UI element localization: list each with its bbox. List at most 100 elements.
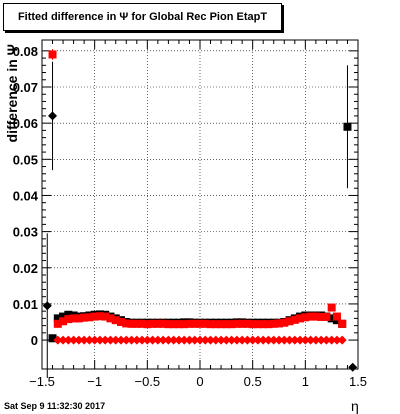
- data-point-square: [59, 317, 68, 326]
- data-point-square: [80, 313, 89, 322]
- data-point-square: [164, 320, 173, 329]
- chart-title: Fitted difference in Ψ for Global Rec Pi…: [3, 3, 282, 31]
- x-tick-label: 1: [302, 374, 309, 389]
- y-tick-label: 0.04: [13, 188, 39, 203]
- data-point-square: [232, 319, 241, 328]
- y-tick-label: 0.06: [13, 116, 38, 131]
- y-tick-label: 0.01: [13, 297, 38, 312]
- data-point-square: [327, 314, 336, 323]
- data-point-diamond: [216, 335, 226, 345]
- data-point-square: [143, 320, 152, 329]
- data-point-square: [296, 314, 305, 323]
- data-point-diamond: [63, 335, 73, 345]
- y-tick-label: 0.03: [13, 225, 38, 240]
- data-point-diamond: [42, 301, 52, 311]
- data-point-diamond: [258, 335, 268, 345]
- data-point-square: [180, 320, 189, 329]
- data-point-square: [338, 319, 347, 328]
- data-point-square: [259, 320, 268, 329]
- data-point-diamond: [321, 335, 331, 345]
- data-point-diamond: [190, 335, 200, 345]
- data-point-diamond: [300, 335, 310, 345]
- data-point-diamond: [100, 335, 110, 345]
- data-point-square: [101, 312, 110, 321]
- x-tick-label: −1.5: [29, 374, 55, 389]
- data-point-diamond: [327, 335, 337, 345]
- data-point-diamond: [169, 335, 179, 345]
- data-point-diamond: [227, 335, 237, 345]
- data-point-diamond: [253, 335, 263, 345]
- data-point-diamond: [263, 335, 273, 345]
- data-point-square: [317, 312, 326, 321]
- data-point-diamond: [200, 335, 210, 345]
- data-point-diamond: [285, 335, 295, 345]
- data-point-diamond: [337, 335, 347, 345]
- data-point-square: [64, 315, 73, 324]
- data-point-square: [69, 314, 78, 323]
- data-point-diamond: [163, 335, 173, 345]
- data-point-diamond: [58, 335, 68, 345]
- x-tick-label: −1: [87, 374, 102, 389]
- data-point-diamond: [179, 335, 189, 345]
- y-tick-label: 0.05: [13, 152, 38, 167]
- data-point-square: [169, 320, 178, 329]
- data-point-square: [201, 319, 210, 328]
- data-point-diamond: [248, 335, 258, 345]
- data-point-diamond: [48, 111, 58, 121]
- x-tick-label: 1.5: [349, 374, 367, 389]
- data-point-diamond: [306, 335, 316, 345]
- data-point-diamond: [90, 335, 100, 345]
- data-point-diamond: [148, 335, 158, 345]
- data-point-diamond: [142, 335, 152, 345]
- x-tick-label: 0.5: [244, 374, 262, 389]
- data-point-square: [106, 314, 115, 323]
- data-point-square: [190, 319, 199, 328]
- data-point-square: [132, 319, 141, 328]
- data-point-square: [159, 319, 168, 328]
- data-point-diamond: [242, 335, 252, 345]
- data-point-diamond: [206, 335, 216, 345]
- data-point-diamond: [221, 335, 231, 345]
- data-point-square: [211, 320, 220, 329]
- data-point-diamond: [116, 335, 126, 345]
- data-point-square: [174, 320, 183, 329]
- data-point-square: [280, 318, 289, 327]
- data-point-diamond: [311, 335, 321, 345]
- x-axis-label: η: [351, 398, 359, 414]
- y-tick-label: 0.08: [13, 44, 38, 59]
- data-point-diamond: [95, 335, 105, 345]
- y-tick-label: 0.02: [13, 261, 38, 276]
- data-point-diamond: [279, 335, 289, 345]
- data-point-diamond: [53, 335, 63, 345]
- data-point-diamond: [127, 335, 137, 345]
- data-point-square: [343, 122, 352, 131]
- data-point-diamond: [348, 362, 358, 372]
- data-point-square: [264, 320, 273, 329]
- data-point-diamond: [79, 335, 89, 345]
- data-point-diamond: [158, 335, 168, 345]
- data-point-square: [306, 312, 315, 321]
- data-point-diamond: [74, 335, 84, 345]
- data-point-square: [53, 319, 62, 328]
- data-point-square: [74, 314, 83, 323]
- data-point-square: [196, 319, 204, 328]
- data-point-diamond: [237, 335, 247, 345]
- data-point-diamond: [290, 335, 300, 345]
- data-point-square: [138, 319, 147, 328]
- data-point-square: [153, 319, 162, 328]
- data-point-square: [95, 312, 104, 321]
- data-point-square: [222, 320, 231, 329]
- data-point-square: [322, 312, 331, 321]
- data-point-square: [275, 319, 283, 328]
- data-point-square: [127, 319, 136, 328]
- data-point-square: [48, 334, 57, 343]
- data-point-diamond: [274, 335, 284, 345]
- data-point-square: [117, 318, 125, 326]
- data-point-square: [243, 319, 252, 328]
- data-point-diamond: [295, 335, 305, 345]
- data-point-square: [122, 319, 131, 328]
- data-point-diamond: [132, 335, 142, 345]
- data-point-diamond: [137, 335, 147, 345]
- data-point-square: [227, 320, 236, 329]
